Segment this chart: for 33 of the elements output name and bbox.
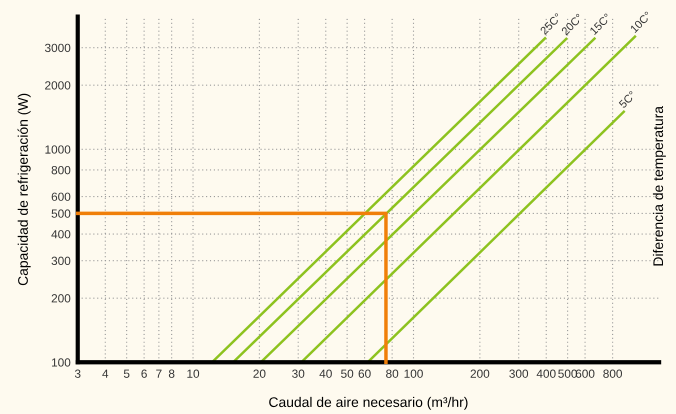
y-tick-label: 1000 <box>45 145 70 154</box>
y-tick-label: 500 <box>52 209 70 218</box>
y-tick-label: 300 <box>52 256 70 266</box>
annotation: Diferencia de temperatura <box>652 106 666 266</box>
x-tick-label: 40 <box>319 370 332 378</box>
y-tick-label: 800 <box>52 166 70 174</box>
x-tick-label: 80 <box>386 370 398 378</box>
x-tick-label: 400 <box>536 370 556 378</box>
y-axis-title: Capacidad de refrigeración (W) <box>18 94 31 286</box>
x-tick-label: 300 <box>509 370 528 378</box>
x-tick-label: 600 <box>576 370 594 378</box>
y-tick-label: 2000 <box>45 81 70 90</box>
x-tick-label: 7 <box>156 370 162 378</box>
y-tick-label: 400 <box>51 230 70 238</box>
x-tick-label: 20 <box>253 370 266 378</box>
x-tick-label: 8 <box>168 370 174 378</box>
x-tick-label: 100 <box>404 370 423 378</box>
y-tick-label: 200 <box>52 294 70 303</box>
y-tick-label: 600 <box>52 192 70 201</box>
x-tick-label: 200 <box>470 370 490 378</box>
x-tick-label: 5 <box>124 370 130 378</box>
x-tick-label: 6 <box>141 370 147 378</box>
x-tick-label: 50 <box>341 370 354 378</box>
x-tick-label: 800 <box>603 370 622 378</box>
y-tick-label: 100 <box>52 358 70 367</box>
x-tick-label: 3 <box>74 370 81 378</box>
y-tick-label: 3000 <box>44 44 70 52</box>
text: 5C° <box>618 90 636 109</box>
x-tick-label: 10 <box>187 370 200 378</box>
x-axis-title: Caudal de aire necesario (m³/hr) <box>269 396 468 410</box>
x-tick-label: 30 <box>292 370 304 378</box>
x-tick-label: 60 <box>358 370 371 378</box>
x-tick-label: 4 <box>102 370 108 378</box>
